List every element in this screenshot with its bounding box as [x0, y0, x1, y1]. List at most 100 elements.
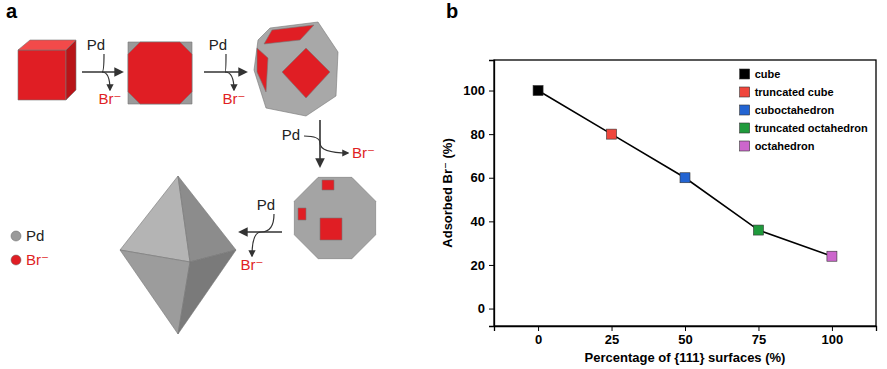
y-tick: 20: [471, 258, 494, 273]
x-tick-label: 25: [605, 332, 619, 347]
crystal-octahedron: [120, 250, 190, 334]
y-tick-label: 0: [478, 301, 485, 316]
legend-marker: [740, 123, 750, 133]
product-label: Br⁻: [352, 144, 375, 161]
figure: a Pd Br⁻ Pd Br⁻ Pd Br⁻ Pd Br⁻ Pd Br⁻ b 0 25 50 75 100 0 20…: [0, 0, 887, 369]
x-tick-mark: [758, 326, 759, 331]
legend-symbol: [11, 231, 21, 241]
x-tick: 50: [678, 326, 692, 347]
crystal-truncated-cube: [128, 42, 192, 104]
y-tick: 60: [471, 170, 494, 185]
product-label: Br⁻: [99, 90, 122, 107]
crystal-truncated-octahedron: [322, 180, 334, 190]
legend-label: cube: [755, 68, 781, 80]
data-point: [680, 173, 690, 183]
legend-label: Br⁻: [26, 251, 49, 268]
y-tick-label: 80: [471, 127, 485, 142]
crystal-cuboctahedron: [282, 48, 330, 98]
x-tick: 0: [535, 326, 542, 347]
x-tick-mark: [685, 326, 686, 331]
crystal-cuboctahedron: [264, 25, 314, 44]
y-axis: 0 20 40 60 80 100: [463, 61, 494, 327]
panel-label: b: [446, 0, 458, 22]
data-point: [753, 225, 763, 235]
crystal-truncated-octahedron: [320, 218, 342, 240]
legend-label: Pd: [26, 227, 44, 244]
crystal-truncated-cube: [128, 42, 192, 104]
data-point: [607, 129, 617, 139]
crystal-cube: [18, 50, 66, 100]
legend-marker: [740, 87, 750, 97]
legend-label: cuboctahedron: [755, 104, 835, 116]
legend-entry: truncated cube: [740, 86, 834, 98]
legend-marker: [740, 105, 750, 115]
arrow-curve: [320, 143, 348, 153]
x-tick: 100: [822, 326, 844, 347]
y-tick-label: 60: [471, 170, 485, 185]
y-tick-mark: [489, 134, 494, 135]
reactant-label: Pd: [87, 36, 105, 53]
crystal-octahedron: [178, 176, 236, 262]
arrow-curve: [304, 136, 320, 143]
x-tick-mark: [832, 326, 833, 331]
x-tick-label: 50: [678, 332, 692, 347]
arrow-curve: [102, 72, 110, 90]
data-point: [827, 251, 837, 261]
arrow-curve: [261, 214, 274, 232]
arrow-curve: [225, 54, 226, 72]
arrow-curve: [102, 54, 104, 72]
x-tick-mark: [538, 326, 539, 331]
legend-entry: octahedron: [740, 140, 815, 152]
crystal-cuboctahedron: [254, 22, 338, 116]
legend-entry: cube: [740, 68, 781, 80]
arrow-curve: [225, 72, 234, 90]
legend-label: octahedron: [755, 140, 815, 152]
product-label: Br⁻: [241, 256, 264, 273]
reactant-label: Pd: [282, 126, 300, 143]
panel-b: b 0 25 50 75 100 0 20 40 60 80 100 Percentage of {11…: [440, 0, 877, 365]
x-tick: 75: [752, 326, 766, 347]
y-tick-label: 20: [471, 258, 485, 273]
crystal-cube: [66, 40, 76, 100]
x-axis-title: Percentage of {111} surfaces (%): [585, 350, 786, 365]
y-tick: 0: [478, 301, 494, 316]
y-tick-mark: [489, 265, 494, 266]
crystal-octahedron: [178, 250, 236, 334]
y-tick: 40: [471, 214, 494, 229]
legend-label: truncated octahedron: [755, 122, 868, 134]
y-tick-mark: [489, 309, 494, 310]
arrow-curve: [252, 232, 261, 256]
x-tick-label: 75: [752, 332, 766, 347]
x-axis: 0 25 50 75 100: [495, 326, 877, 347]
y-tick-mark: [489, 178, 494, 179]
x-tick-label: 100: [822, 332, 844, 347]
data-point: [533, 86, 543, 96]
legend: cube truncated cube cuboctahedron truncated…: [740, 68, 868, 152]
legend-entry: cuboctahedron: [740, 104, 835, 116]
y-tick-mark: [489, 91, 494, 92]
crystal-truncated-octahedron: [298, 208, 306, 220]
legend-entry: truncated octahedron: [740, 122, 868, 134]
legend-marker: [740, 69, 750, 79]
y-tick-label: 100: [463, 83, 485, 98]
y-axis-line: [489, 61, 495, 327]
crystal-truncated-octahedron: [294, 177, 375, 258]
y-axis-title: Adsorbed Br⁻ (%): [440, 138, 455, 247]
plot-frame: [494, 60, 876, 326]
y-tick-mark: [489, 221, 494, 222]
x-tick: 25: [605, 326, 619, 347]
x-tick-label: 0: [535, 332, 542, 347]
x-axis-line: [495, 327, 877, 332]
reactant-label: Pd: [257, 196, 275, 213]
legend-marker: [740, 141, 750, 151]
legend-symbol: [11, 255, 21, 265]
y-tick: 80: [471, 127, 494, 142]
crystal-cuboctahedron: [257, 48, 268, 92]
product-label: Br⁻: [223, 90, 246, 107]
plot-marks: [533, 86, 837, 262]
legend-label: truncated cube: [755, 86, 834, 98]
panel-label: a: [6, 0, 18, 22]
y-tick-label: 40: [471, 214, 485, 229]
reactant-label: Pd: [209, 36, 227, 53]
x-tick-mark: [612, 326, 613, 331]
